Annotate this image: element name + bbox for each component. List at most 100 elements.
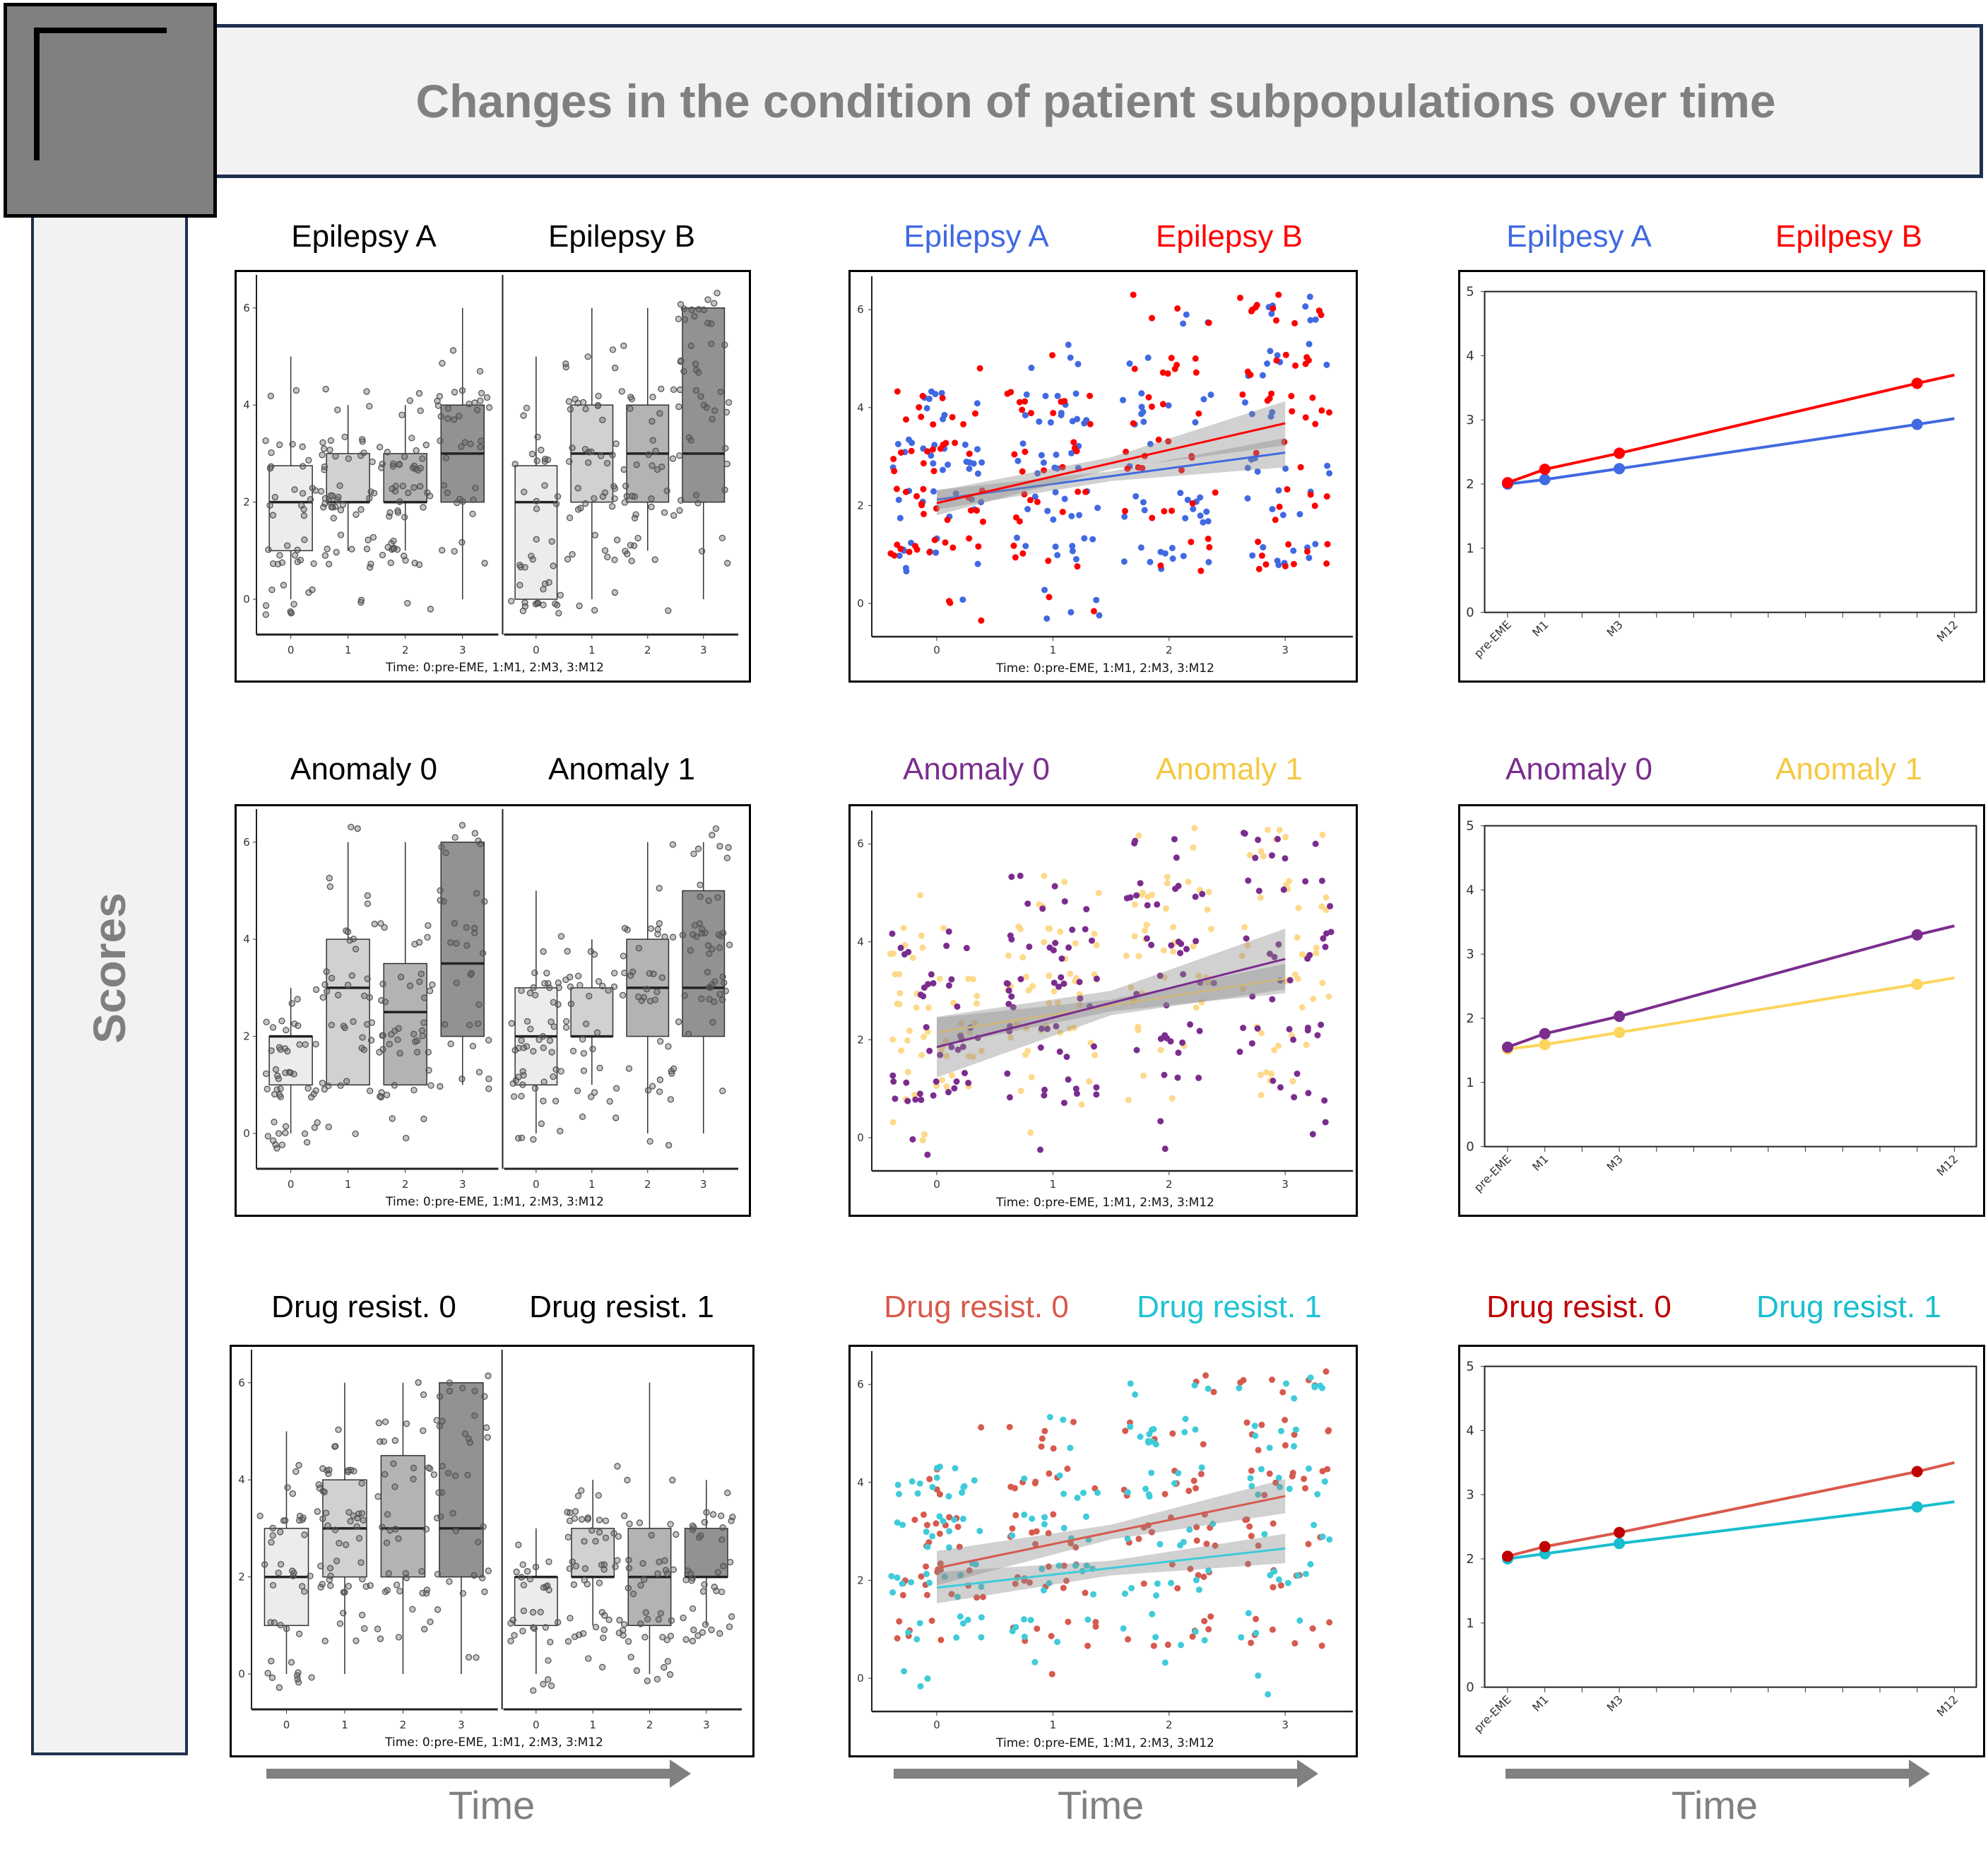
data-point <box>1141 507 1148 514</box>
data-point <box>1016 518 1023 525</box>
data-point <box>1200 1441 1207 1448</box>
data-point <box>1200 519 1207 526</box>
x-tick-label: M1 <box>1530 1692 1551 1714</box>
data-point <box>1161 1490 1168 1497</box>
data-point <box>438 843 445 851</box>
data-point <box>1072 1085 1079 1092</box>
data-point <box>1149 1438 1156 1445</box>
data-point <box>596 1528 603 1536</box>
data-point <box>938 389 945 396</box>
data-point <box>528 553 535 560</box>
data-point <box>1152 1634 1159 1641</box>
data-point <box>920 460 927 467</box>
data-point <box>534 433 541 440</box>
data-point <box>657 1610 664 1617</box>
data-point <box>625 1638 632 1645</box>
data-point <box>469 510 476 517</box>
data-point <box>347 1518 354 1525</box>
data-point <box>481 898 488 905</box>
data-point <box>942 539 949 546</box>
data-point <box>341 433 348 440</box>
data-point <box>321 495 329 502</box>
data-point <box>887 950 894 957</box>
data-point <box>386 509 394 517</box>
data-point <box>413 447 420 454</box>
data-point <box>978 459 986 466</box>
data-point <box>946 1514 953 1521</box>
data-point <box>353 1637 360 1644</box>
data-point <box>1005 952 1012 959</box>
data-point <box>948 976 955 983</box>
data-point <box>1260 543 1267 550</box>
data-point <box>1324 541 1331 548</box>
data-point <box>897 514 904 522</box>
data-point <box>1156 972 1164 979</box>
data-point <box>283 1027 290 1034</box>
data-point <box>668 1068 675 1075</box>
data-point <box>1164 880 1171 887</box>
data-point <box>268 1674 276 1681</box>
subplot-title: Epilpesy A <box>1506 219 1652 254</box>
data-point <box>540 1044 547 1051</box>
data-point <box>1247 1475 1254 1482</box>
data-point <box>1050 516 1057 523</box>
data-point <box>1055 1562 1063 1569</box>
data-point <box>966 535 973 542</box>
data-point <box>336 1620 344 1627</box>
y-tick-label: 0 <box>1466 1680 1474 1695</box>
data-point <box>891 468 898 475</box>
y-tick-label: 0 <box>1466 606 1474 620</box>
y-tick-label: 0 <box>243 1127 250 1140</box>
data-point <box>1320 935 1327 942</box>
data-point <box>716 991 723 998</box>
data-point <box>1091 1043 1098 1050</box>
data-point <box>1311 502 1318 509</box>
data-point <box>656 410 663 417</box>
data-point <box>665 1043 672 1050</box>
data-point <box>695 369 702 376</box>
data-point <box>1135 1536 1142 1543</box>
data-point <box>1132 837 1139 844</box>
data-point <box>951 1516 958 1523</box>
data-point <box>1040 459 1047 466</box>
data-point <box>703 404 710 411</box>
data-point <box>442 849 449 856</box>
data-point <box>1037 1146 1044 1153</box>
data-point <box>518 1574 525 1581</box>
data-point <box>718 1589 726 1596</box>
x-tick-label: 1 <box>1050 1719 1057 1731</box>
data-point <box>1292 362 1299 369</box>
data-point <box>269 1024 277 1031</box>
data-point <box>692 492 700 499</box>
data-point <box>329 504 336 511</box>
data-point <box>692 387 700 394</box>
data-point <box>611 495 618 502</box>
data-point <box>1050 1511 1057 1518</box>
data-point <box>1083 417 1090 424</box>
data-point <box>540 948 547 955</box>
data-point <box>919 392 926 399</box>
data-point <box>1041 1092 1048 1099</box>
data-point <box>647 925 654 932</box>
data-point <box>618 388 625 395</box>
data-point <box>579 1630 587 1637</box>
data-point <box>339 501 346 508</box>
data-point <box>437 437 444 444</box>
data-point <box>581 1538 588 1545</box>
data-point <box>611 970 618 977</box>
data-point <box>949 1072 956 1079</box>
data-point <box>661 933 668 941</box>
data-point <box>420 994 428 1001</box>
data-point <box>302 1041 309 1048</box>
data-point <box>1306 952 1313 959</box>
data-point <box>701 1519 709 1526</box>
data-point <box>657 1037 664 1045</box>
data-point <box>1039 1435 1046 1442</box>
data-point <box>321 466 328 473</box>
data-point <box>548 538 555 545</box>
data-point <box>1323 1368 1330 1375</box>
data-point <box>905 1629 912 1636</box>
data-point <box>1068 512 1075 519</box>
data-point <box>1248 1040 1255 1047</box>
data-point <box>649 394 656 401</box>
